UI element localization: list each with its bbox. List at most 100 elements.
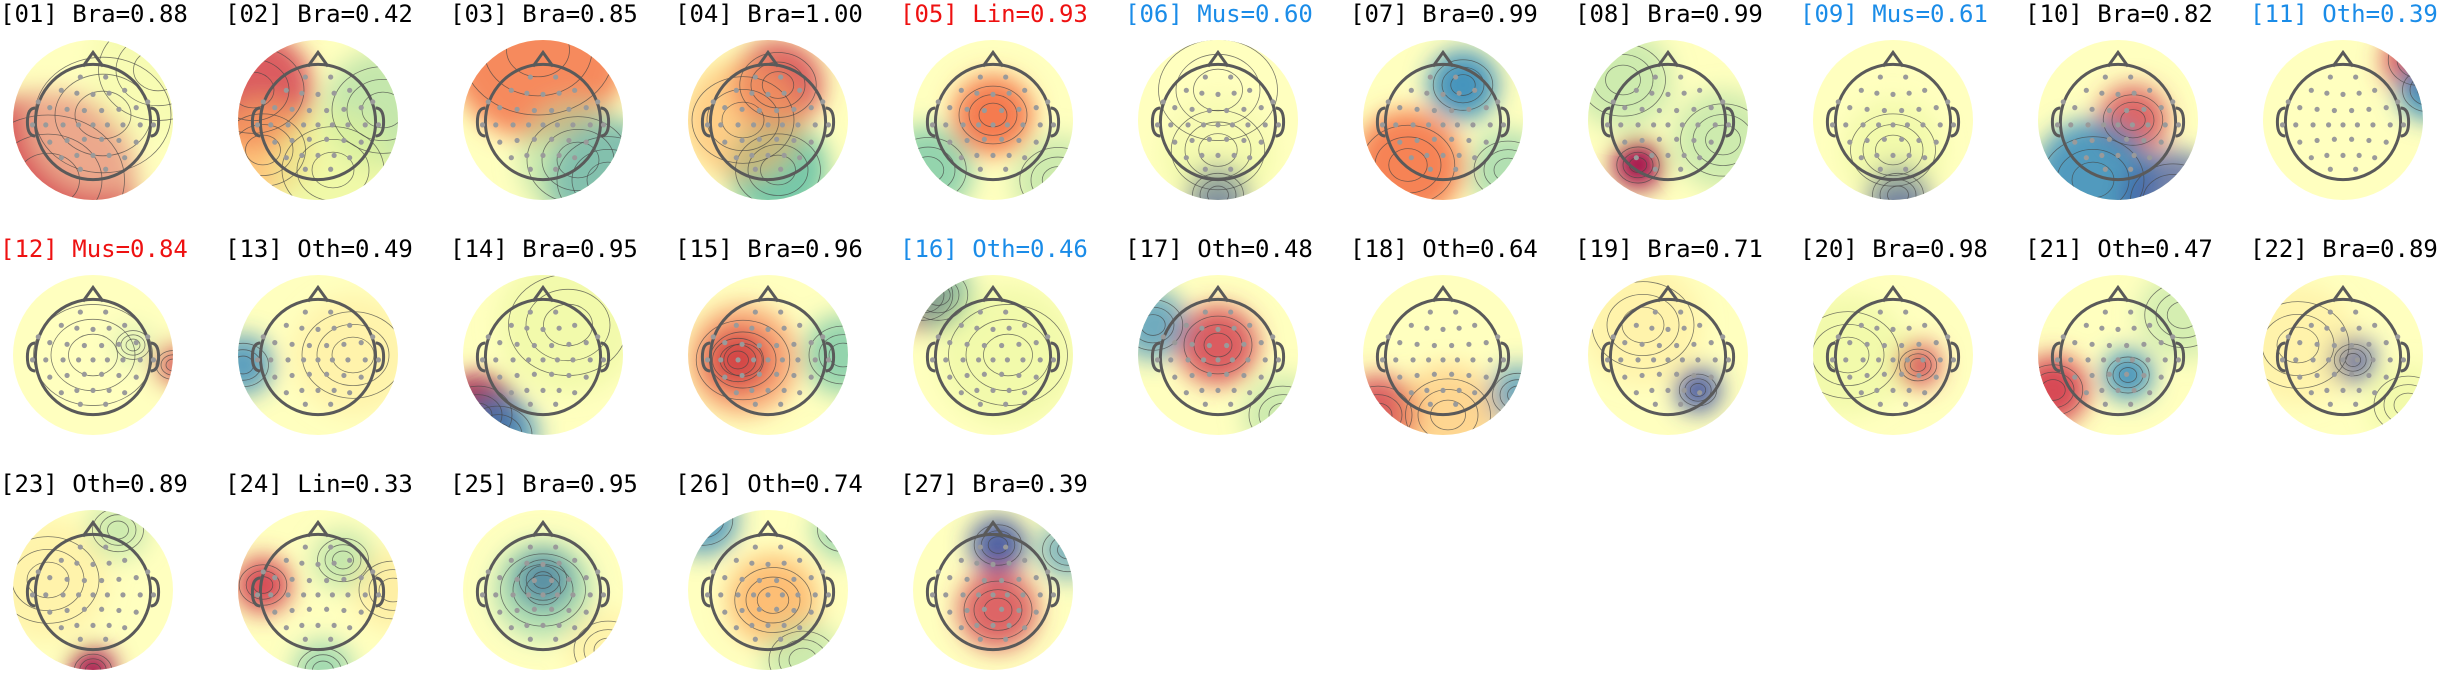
sensor-dot <box>1679 357 1685 363</box>
contour-line <box>690 510 716 531</box>
contour-line <box>2118 367 2138 383</box>
sensor-dot <box>479 122 486 128</box>
sensor-dot <box>1202 166 1208 172</box>
sensor-dot <box>587 122 593 128</box>
sensor-dot <box>735 357 741 363</box>
sensor-dot <box>549 136 555 142</box>
sensor-dot <box>2085 122 2091 128</box>
sensor-dot <box>58 87 64 93</box>
sensor-dot <box>1424 387 1430 394</box>
sensor-dot <box>1937 122 1943 128</box>
head-outline <box>25 519 161 652</box>
sensor-dot <box>781 560 787 566</box>
sensor-dot <box>1424 90 1430 96</box>
sensor-dot <box>595 99 601 105</box>
sensor-dot <box>1665 91 1671 97</box>
contour-line <box>1203 332 1233 358</box>
sensor-dot <box>1656 342 1662 349</box>
sensor-dot <box>145 99 151 105</box>
contour-line <box>311 151 355 189</box>
sensor-dot <box>120 122 126 128</box>
sensor-dot <box>2353 74 2359 80</box>
sensor-dot <box>1414 106 1420 112</box>
sensor-dot <box>1847 139 1853 145</box>
sensor-dot <box>1275 357 1282 363</box>
sensor-dot <box>1622 139 1628 145</box>
sensor-dot <box>1890 387 1896 394</box>
sensor-dot <box>999 606 1005 612</box>
topomap-icon <box>688 40 848 200</box>
sensor-dot <box>1665 122 1671 128</box>
sensor-dot <box>301 357 307 363</box>
contour-line <box>734 567 812 633</box>
sensor-dot <box>929 357 936 363</box>
sensor-dot <box>77 166 83 172</box>
sensor-dot <box>1933 374 1939 380</box>
sensor-dot <box>1022 557 1028 563</box>
sensor-dot <box>1016 607 1022 614</box>
sensor-dot <box>58 390 64 396</box>
contour-line <box>2263 301 2350 389</box>
sensor-dot <box>289 137 295 144</box>
sensor-dot <box>1016 372 1022 379</box>
sensor-dot <box>81 342 87 349</box>
sensor-dot <box>2089 106 2095 112</box>
sensor-dot <box>260 334 266 340</box>
contour-line <box>583 629 623 670</box>
sensor-dot <box>2131 152 2137 159</box>
sensor-dot <box>2324 152 2330 159</box>
sensor-dot <box>1050 122 1057 128</box>
sensor-array <box>29 74 157 172</box>
sensor-dot <box>1610 334 1616 340</box>
topomap-panel: [14] Bra=0.95 <box>450 235 675 465</box>
sensor-dot <box>74 560 80 566</box>
sensor-array <box>1604 74 1732 172</box>
sensor-dot <box>90 622 96 629</box>
sensor-dot <box>328 544 334 550</box>
sensor-dot <box>1231 325 1237 331</box>
sensor-dot <box>120 592 126 598</box>
panel-title: [03] Bra=0.85 <box>450 0 638 28</box>
sensor-dot <box>254 122 261 128</box>
contour-line <box>2142 174 2198 200</box>
sensor-dot <box>1487 122 1493 128</box>
sensor-dot <box>1651 357 1657 363</box>
sensor-dot <box>935 334 941 340</box>
topomap-panel: [21] Oth=0.47 <box>2025 235 2250 465</box>
sensor-dot <box>2387 357 2393 363</box>
sensor-dot <box>990 622 996 629</box>
contour-line <box>1363 124 1456 200</box>
sensor-dot <box>1004 122 1010 128</box>
sensor-dot <box>977 636 983 642</box>
contour-line <box>2339 348 2367 372</box>
sensor-dot <box>808 575 814 581</box>
sensor-dot <box>345 592 351 598</box>
sensor-dot <box>1633 87 1639 93</box>
sensor-dot <box>749 622 755 629</box>
sensor-dot <box>751 122 757 128</box>
sensor-dot <box>1258 340 1264 346</box>
sensor-dot <box>554 357 560 363</box>
sensor-dot <box>58 322 64 328</box>
sensor-dot <box>1045 99 1051 105</box>
contour-line <box>721 101 765 139</box>
sensor-dot <box>570 357 576 363</box>
sensor-dot <box>104 122 110 128</box>
contour-line <box>1184 121 1252 179</box>
sensor-dot <box>778 401 784 407</box>
sensor-dot <box>779 122 785 128</box>
sensor-dot <box>765 326 771 332</box>
sensor-dot <box>1247 87 1253 93</box>
sensor-dot <box>2158 340 2164 346</box>
sensor-dot <box>704 122 711 128</box>
sensor-dot <box>739 137 745 144</box>
contour-line <box>1158 40 1278 141</box>
sensor-dot <box>583 340 589 346</box>
activation-blob <box>938 285 1073 425</box>
sensor-array <box>1604 309 1732 407</box>
sensor-dot <box>1449 371 1455 377</box>
sensor-dot <box>289 106 295 112</box>
sensor-dot <box>1708 374 1714 380</box>
activation-blob <box>1138 290 1188 360</box>
sensor-dot <box>2370 122 2376 128</box>
